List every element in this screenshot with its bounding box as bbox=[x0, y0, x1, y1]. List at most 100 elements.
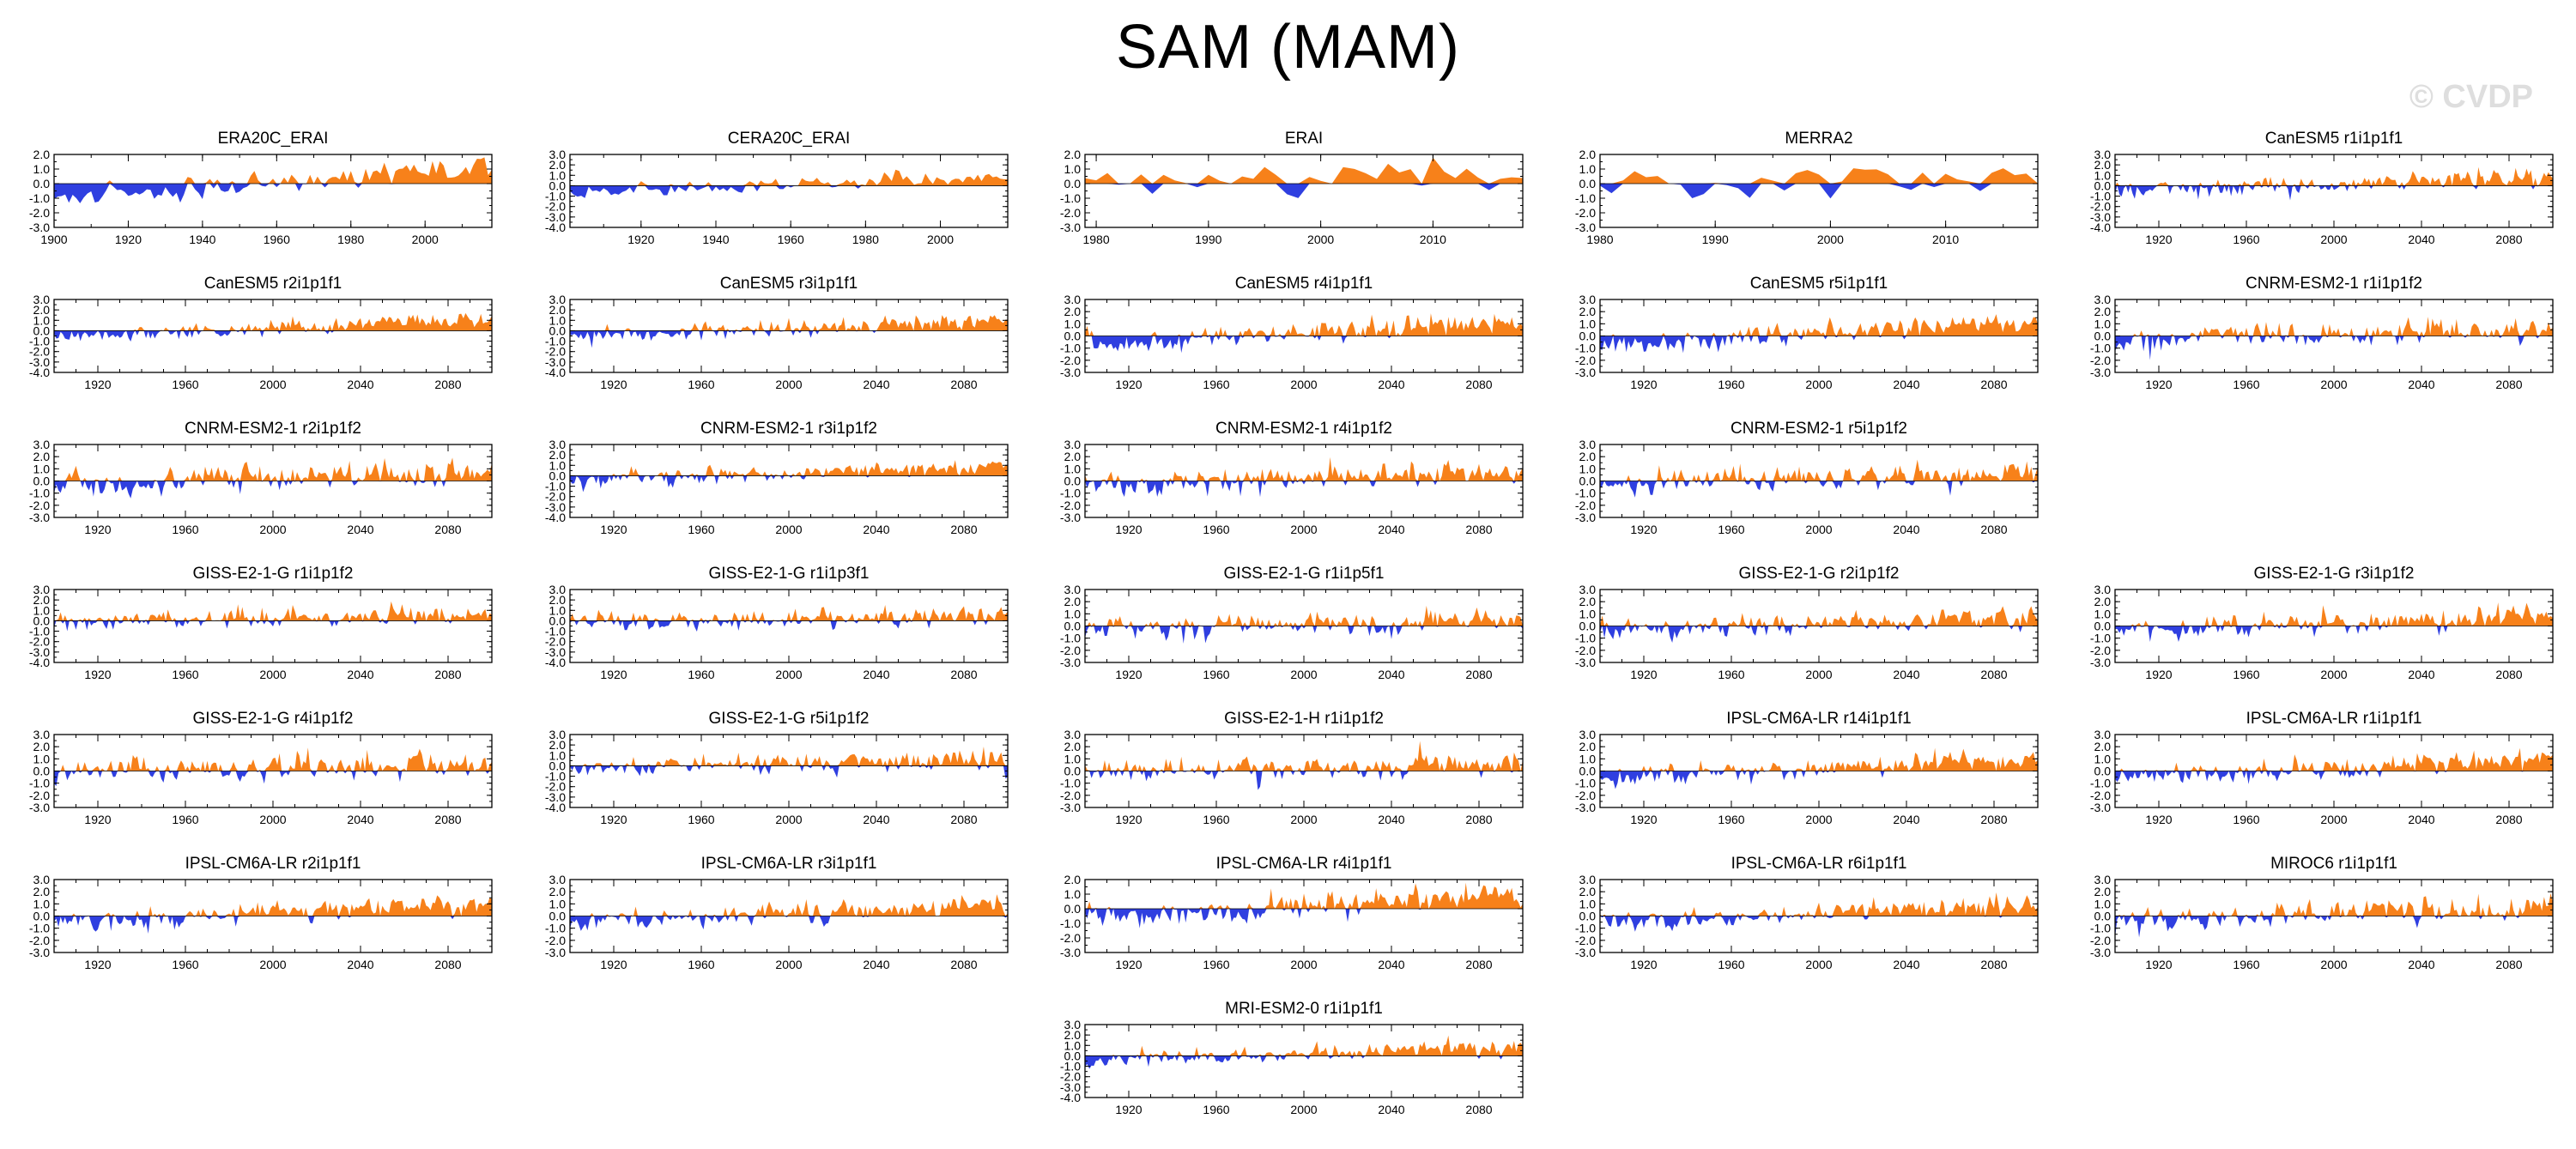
y-tick-label: 1.0 bbox=[1579, 317, 1597, 330]
y-tick-label: -1.0 bbox=[1060, 342, 1081, 355]
x-tick-label: 2080 bbox=[950, 378, 977, 391]
y-tick-label: -1.0 bbox=[545, 625, 566, 638]
y-tick-label: 3.0 bbox=[33, 583, 51, 596]
y-tick-label: 2.0 bbox=[1064, 740, 1082, 753]
negative-area bbox=[2115, 626, 2553, 642]
x-tick-label: 2000 bbox=[775, 813, 802, 826]
negative-area bbox=[1085, 626, 1523, 644]
y-tick-label: -2.0 bbox=[1060, 789, 1081, 802]
y-tick-label: -2.0 bbox=[29, 635, 50, 649]
positive-area bbox=[1600, 459, 2038, 481]
x-tick-label: 2040 bbox=[1378, 523, 1404, 536]
panel-giss_g_r1p3f1: GISS-E2-1-G r1i1p3f1 3.02.01.00.0-1.0-2.0… bbox=[545, 565, 1009, 681]
positive-area bbox=[1085, 157, 1523, 184]
x-tick-label: 1900 bbox=[40, 233, 67, 246]
panel-cnrm_r5: CNRM-ESM2-1 r5i1p1f2 3.02.01.00.0-1.0-2.0… bbox=[1575, 420, 2039, 536]
y-tick-label: -2.0 bbox=[29, 499, 50, 512]
y-tick-label: -3.0 bbox=[29, 801, 50, 814]
y-tick-label: 0.0 bbox=[1064, 330, 1082, 343]
positive-area bbox=[570, 169, 1008, 186]
panel-canesm5_r1: CanESM5 r1i1p1f1 3.02.01.00.0-1.0-2.0-3.0… bbox=[2090, 130, 2554, 246]
y-tick-label: -2.0 bbox=[29, 345, 50, 359]
x-tick-label: 1920 bbox=[115, 233, 142, 246]
y-tick-label: -2.0 bbox=[1575, 789, 1596, 802]
panel-canesm5_r4: CanESM5 r4i1p1f1 3.02.01.00.0-1.0-2.0-3.0… bbox=[1060, 275, 1524, 391]
x-tick-label: 1920 bbox=[600, 813, 627, 826]
positive-area bbox=[54, 157, 492, 184]
positive-area bbox=[1085, 605, 1523, 626]
negative-area bbox=[2115, 916, 2553, 938]
panel-title: IPSL-CM6A-LR r2i1p1f1 bbox=[185, 855, 361, 873]
x-tick-label: 1920 bbox=[84, 378, 111, 391]
y-tick-label: 2.0 bbox=[549, 593, 567, 607]
y-tick-label: 1.0 bbox=[1579, 162, 1597, 176]
y-tick-label: 1.0 bbox=[1579, 462, 1597, 475]
positive-area bbox=[2115, 317, 2553, 336]
y-tick-label: 1.0 bbox=[549, 168, 567, 182]
y-tick-label: 3.0 bbox=[549, 148, 567, 161]
y-tick-label: 0.0 bbox=[2094, 620, 2112, 633]
x-tick-label: 2040 bbox=[1893, 378, 1919, 391]
y-tick-label: 3.0 bbox=[33, 728, 51, 741]
y-tick-label: -2.0 bbox=[2090, 644, 2111, 657]
positive-area bbox=[2115, 166, 2553, 186]
y-tick-label: 1.0 bbox=[549, 458, 567, 472]
y-tick-label: 2.0 bbox=[1579, 305, 1597, 318]
x-tick-label: 2040 bbox=[863, 813, 889, 826]
y-tick-label: -3.0 bbox=[1060, 221, 1081, 234]
panel-title: IPSL-CM6A-LR r6i1p1f1 bbox=[1731, 855, 1907, 873]
y-tick-label: 2.0 bbox=[33, 303, 51, 317]
positive-area bbox=[54, 747, 492, 771]
y-tick-label: -1.0 bbox=[29, 487, 50, 500]
y-tick-label: -2.0 bbox=[2090, 200, 2111, 214]
negative-area bbox=[2115, 185, 2553, 201]
y-tick-label: 1.0 bbox=[549, 313, 567, 327]
panel-ipsl_r14: IPSL-CM6A-LR r14i1p1f1 3.02.01.00.0-1.0-2… bbox=[1575, 710, 2039, 826]
x-tick-label: 2000 bbox=[775, 523, 802, 536]
y-tick-label: 1.0 bbox=[33, 313, 51, 327]
positive-area bbox=[54, 312, 492, 331]
y-tick-label: -3.0 bbox=[29, 355, 50, 369]
x-tick-label: 1920 bbox=[1115, 1103, 1142, 1116]
y-tick-label: 3.0 bbox=[549, 873, 567, 886]
y-tick-label: -1.0 bbox=[1060, 777, 1081, 790]
x-tick-label: 1960 bbox=[172, 668, 198, 681]
x-tick-label: 1960 bbox=[1203, 523, 1229, 536]
y-tick-label: -3.0 bbox=[545, 355, 566, 369]
positive-area bbox=[1085, 457, 1523, 481]
y-tick-label: 2.0 bbox=[549, 303, 567, 317]
y-tick-label: 3.0 bbox=[2094, 728, 2112, 741]
x-tick-label: 1920 bbox=[1115, 813, 1142, 826]
x-tick-label: 1920 bbox=[1630, 668, 1657, 681]
y-tick-label: 1.0 bbox=[549, 603, 567, 617]
panel-canesm5_r5: CanESM5 r5i1p1f1 3.02.01.00.0-1.0-2.0-3.0… bbox=[1575, 275, 2039, 391]
y-tick-label: -4.0 bbox=[545, 656, 566, 669]
y-tick-label: 0.0 bbox=[33, 324, 51, 337]
x-tick-label: 1980 bbox=[1586, 233, 1613, 246]
y-tick-label: 0.0 bbox=[549, 759, 567, 772]
y-tick-label: 3.0 bbox=[1064, 1018, 1082, 1031]
panel-title: IPSL-CM6A-LR r3i1p1f1 bbox=[701, 855, 877, 873]
negative-area bbox=[570, 765, 1008, 779]
negative-area bbox=[1600, 626, 2038, 644]
negative-area bbox=[1085, 1055, 1523, 1069]
panel-title: GISS-E2-1-G r1i1p5f1 bbox=[1224, 565, 1385, 583]
positive-area bbox=[1085, 882, 1523, 909]
y-tick-label: -3.0 bbox=[2090, 366, 2111, 379]
y-tick-label: -3.0 bbox=[545, 500, 566, 514]
y-tick-label: -3.0 bbox=[29, 645, 50, 659]
y-tick-label: -3.0 bbox=[2090, 210, 2111, 224]
x-tick-label: 2000 bbox=[775, 958, 802, 971]
x-tick-label: 2000 bbox=[2320, 958, 2347, 971]
y-tick-label: -2.0 bbox=[1575, 499, 1596, 512]
y-tick-label: 1.0 bbox=[1064, 162, 1082, 176]
panel-title: CNRM-ESM2-1 r5i1p1f2 bbox=[1730, 420, 1907, 438]
x-tick-label: 1960 bbox=[2233, 813, 2259, 826]
x-tick-label: 1920 bbox=[2145, 958, 2172, 971]
y-tick-label: 3.0 bbox=[2094, 873, 2112, 886]
y-tick-label: 1.0 bbox=[1064, 1038, 1082, 1052]
x-tick-label: 1920 bbox=[1630, 523, 1657, 536]
y-tick-label: 2.0 bbox=[33, 593, 51, 607]
